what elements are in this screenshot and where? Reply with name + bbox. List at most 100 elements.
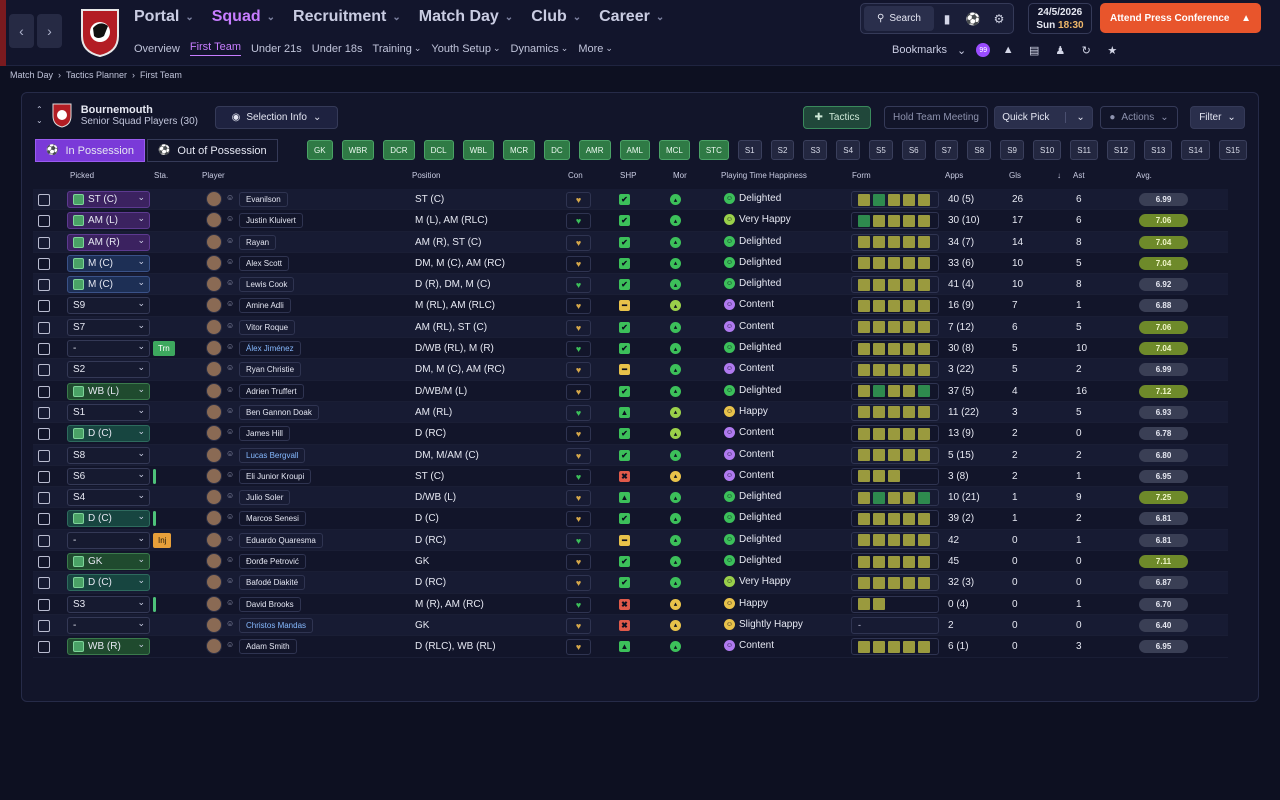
status-badge[interactable]: Inj	[153, 532, 172, 548]
player-name-button[interactable]: Eli Junior Kroupi	[239, 468, 312, 484]
player-name-button[interactable]: Đorđe Petrović	[239, 554, 306, 570]
table-row[interactable]: S8 ⌄ ☺ Lucas Bergvall DM, M/AM (C) ♥ ✔ ▴ ☺ Conten…	[33, 444, 1228, 466]
settings-button[interactable]: ⚙	[986, 6, 1012, 31]
position-slot-s12[interactable]: S12	[1106, 140, 1136, 160]
sort-arrow-icon[interactable]: ↓	[1057, 171, 1061, 180]
table-row[interactable]: S1 ⌄ ☺ Ben Gannon Doak AM (RL) ♥ ▲ ▴ ☺ Happy 11 (2…	[33, 401, 1228, 424]
table-row[interactable]: S3 ⌄ ☺ David Brooks M (R), AM (RC) ♥ ✖ ▴ ☺ Happy 0…	[33, 594, 1228, 615]
col-form[interactable]: Form	[852, 171, 871, 180]
col-assists[interactable]: Ast	[1073, 171, 1085, 180]
status-badge[interactable]: Trn	[153, 341, 175, 357]
club-button[interactable]: ⚽	[960, 6, 986, 31]
main-nav-club[interactable]: Club ⌄	[531, 8, 581, 26]
player-name-button[interactable]: David Brooks	[239, 596, 301, 612]
table-row[interactable]: WB (L) ⌄ ☺ Adrien Truffert D/WB/M (L) ♥ ✔ ▴ ☺ Del…	[33, 381, 1228, 402]
row-checkbox[interactable]	[38, 556, 50, 569]
position-slot-amr[interactable]: AMR	[578, 140, 611, 160]
form-indicator[interactable]	[851, 191, 939, 208]
player-name-button[interactable]: Julio Soler	[239, 490, 291, 506]
picked-position-select[interactable]: S9 ⌄	[67, 297, 150, 315]
table-row[interactable]: ST (C) ⌄ ☺ Evanilson ST (C) ♥ ✔ ▴ ☺ Delighted 40 (…	[33, 189, 1228, 211]
col-average[interactable]: Avg.	[1136, 171, 1152, 180]
sub-nav-overview[interactable]: Overview	[134, 42, 180, 55]
position-slot-aml[interactable]: AML	[619, 140, 650, 160]
position-slot-mcr[interactable]: MCR	[502, 140, 536, 160]
form-indicator[interactable]	[851, 382, 939, 400]
form-indicator[interactable]	[851, 254, 939, 272]
picked-position-select[interactable]: AM (L) ⌄	[67, 212, 150, 230]
row-checkbox[interactable]	[38, 428, 50, 441]
position-slot-wbr[interactable]: WBR	[341, 140, 375, 160]
bookmark-button[interactable]: ▮	[934, 6, 960, 31]
sub-nav-dynamics[interactable]: Dynamics	[510, 42, 559, 55]
player-name-button[interactable]: Alex Scott	[239, 255, 290, 271]
position-slot-s2[interactable]: S2	[770, 140, 795, 160]
row-checkbox[interactable]	[38, 300, 50, 313]
col-picked[interactable]: Picked	[70, 171, 95, 180]
form-indicator[interactable]	[851, 297, 939, 315]
player-name-button[interactable]: James Hill	[239, 426, 290, 442]
table-row[interactable]: S7 ⌄ ☺ Vitor Roque AM (RL), ST (C) ♥ ✔ ▴ ☺ Conten…	[33, 316, 1228, 339]
picked-position-select[interactable]: D (C) ⌄	[67, 574, 150, 592]
picked-position-select[interactable]: WB (L) ⌄	[67, 382, 150, 400]
search-button[interactable]: ⚲ Search	[864, 6, 934, 31]
form-indicator[interactable]	[851, 531, 939, 549]
table-row[interactable]: D (C) ⌄ ☺ James Hill D (RC) ♥ ✔ ▴ ☺ Content 13 (9)…	[33, 423, 1228, 445]
row-checkbox[interactable]	[38, 279, 50, 292]
form-indicator[interactable]	[851, 403, 939, 421]
row-checkbox[interactable]	[38, 406, 50, 419]
actions-dropdown[interactable]: ● Actions ⌄	[1100, 106, 1178, 129]
form-indicator[interactable]	[851, 212, 939, 230]
position-slot-s6[interactable]: S6	[901, 140, 926, 160]
position-slot-s11[interactable]: S11	[1070, 140, 1098, 160]
position-slot-s5[interactable]: S5	[869, 140, 893, 160]
position-slot-s4[interactable]: S4	[836, 140, 861, 160]
player-name-button[interactable]: Ryan Christie	[239, 362, 302, 378]
back-button[interactable]: ‹	[9, 14, 34, 48]
form-indicator[interactable]	[851, 595, 939, 613]
table-row[interactable]: M (C) ⌄ ☺ Lewis Cook D (R), DM, M (C) ♥ ✔ ▴ ☺ Del…	[33, 274, 1228, 296]
selection-info-dropdown[interactable]: ◉ Selection Info ⌄	[215, 106, 338, 129]
picked-position-select[interactable]: S7 ⌄	[67, 318, 150, 336]
position-slot-wbl[interactable]: WBL	[462, 140, 494, 160]
col-sharpness[interactable]: SHP	[620, 171, 637, 180]
form-indicator[interactable]	[851, 233, 939, 251]
picked-position-select[interactable]: WB (R) ⌄	[67, 638, 150, 656]
sub-nav-youth-setup[interactable]: Youth Setup	[431, 42, 491, 55]
row-checkbox[interactable]	[38, 385, 50, 398]
position-slot-dcl[interactable]: DCL	[423, 140, 454, 160]
row-checkbox[interactable]	[38, 641, 50, 654]
form-indicator[interactable]	[851, 574, 939, 592]
player-name-button[interactable]: Bafodé Diakité	[239, 575, 306, 591]
refresh-icon[interactable]: ↻	[1081, 44, 1091, 57]
picked-position-select[interactable]: D (C) ⌄	[67, 425, 150, 443]
breadcrumb-item[interactable]: First Team	[140, 70, 182, 80]
tactics-button[interactable]: ✚ Tactics	[803, 106, 871, 129]
position-slot-dc[interactable]: DC	[544, 140, 570, 160]
player-name-button[interactable]: Ben Gannon Doak	[239, 404, 319, 420]
table-row[interactable]: AM (L) ⌄ ☺ Justin Kluivert M (L), AM (RLC) ♥ ✔…	[33, 210, 1228, 232]
col-morale[interactable]: Mor	[673, 171, 687, 180]
form-indicator[interactable]: -	[851, 616, 939, 634]
table-row[interactable]: WB (R) ⌄ ☺ Adam Smith D (RLC), WB (RL) ♥ ▲ ▴ ☺ Co…	[33, 636, 1228, 658]
row-checkbox[interactable]	[38, 257, 50, 270]
position-slot-s15[interactable]: S15	[1218, 140, 1247, 160]
player-name-button[interactable]: Adam Smith	[239, 639, 297, 655]
row-checkbox[interactable]	[38, 364, 50, 377]
col-goals[interactable]: Gls	[1009, 171, 1021, 180]
form-indicator[interactable]	[851, 553, 939, 571]
table-row[interactable]: GK ⌄ ☺ Đorđe Petrović GK ♥ ✔ ▴ ☺ Delighted 45 0 0 7.1…	[33, 551, 1228, 573]
position-slot-s3[interactable]: S3	[803, 140, 828, 160]
date-display[interactable]: 24/5/2026 Sun 18:30	[1028, 3, 1092, 34]
form-indicator[interactable]	[851, 489, 939, 507]
bookmarks-label[interactable]: Bookmarks	[892, 44, 948, 56]
row-checkbox[interactable]	[38, 236, 50, 249]
player-name-button[interactable]: Justin Kluivert	[239, 213, 303, 229]
picked-position-select[interactable]: M (C) ⌄	[67, 276, 150, 294]
sub-nav-under-21s[interactable]: Under 21s	[250, 42, 302, 55]
row-checkbox[interactable]	[38, 470, 50, 483]
hold-team-meeting-button[interactable]: Hold Team Meeting	[884, 106, 988, 129]
sub-nav-under-18s[interactable]: Under 18s	[311, 42, 363, 55]
row-checkbox[interactable]	[38, 513, 50, 526]
picked-position-select[interactable]: - ⌄	[67, 616, 150, 634]
